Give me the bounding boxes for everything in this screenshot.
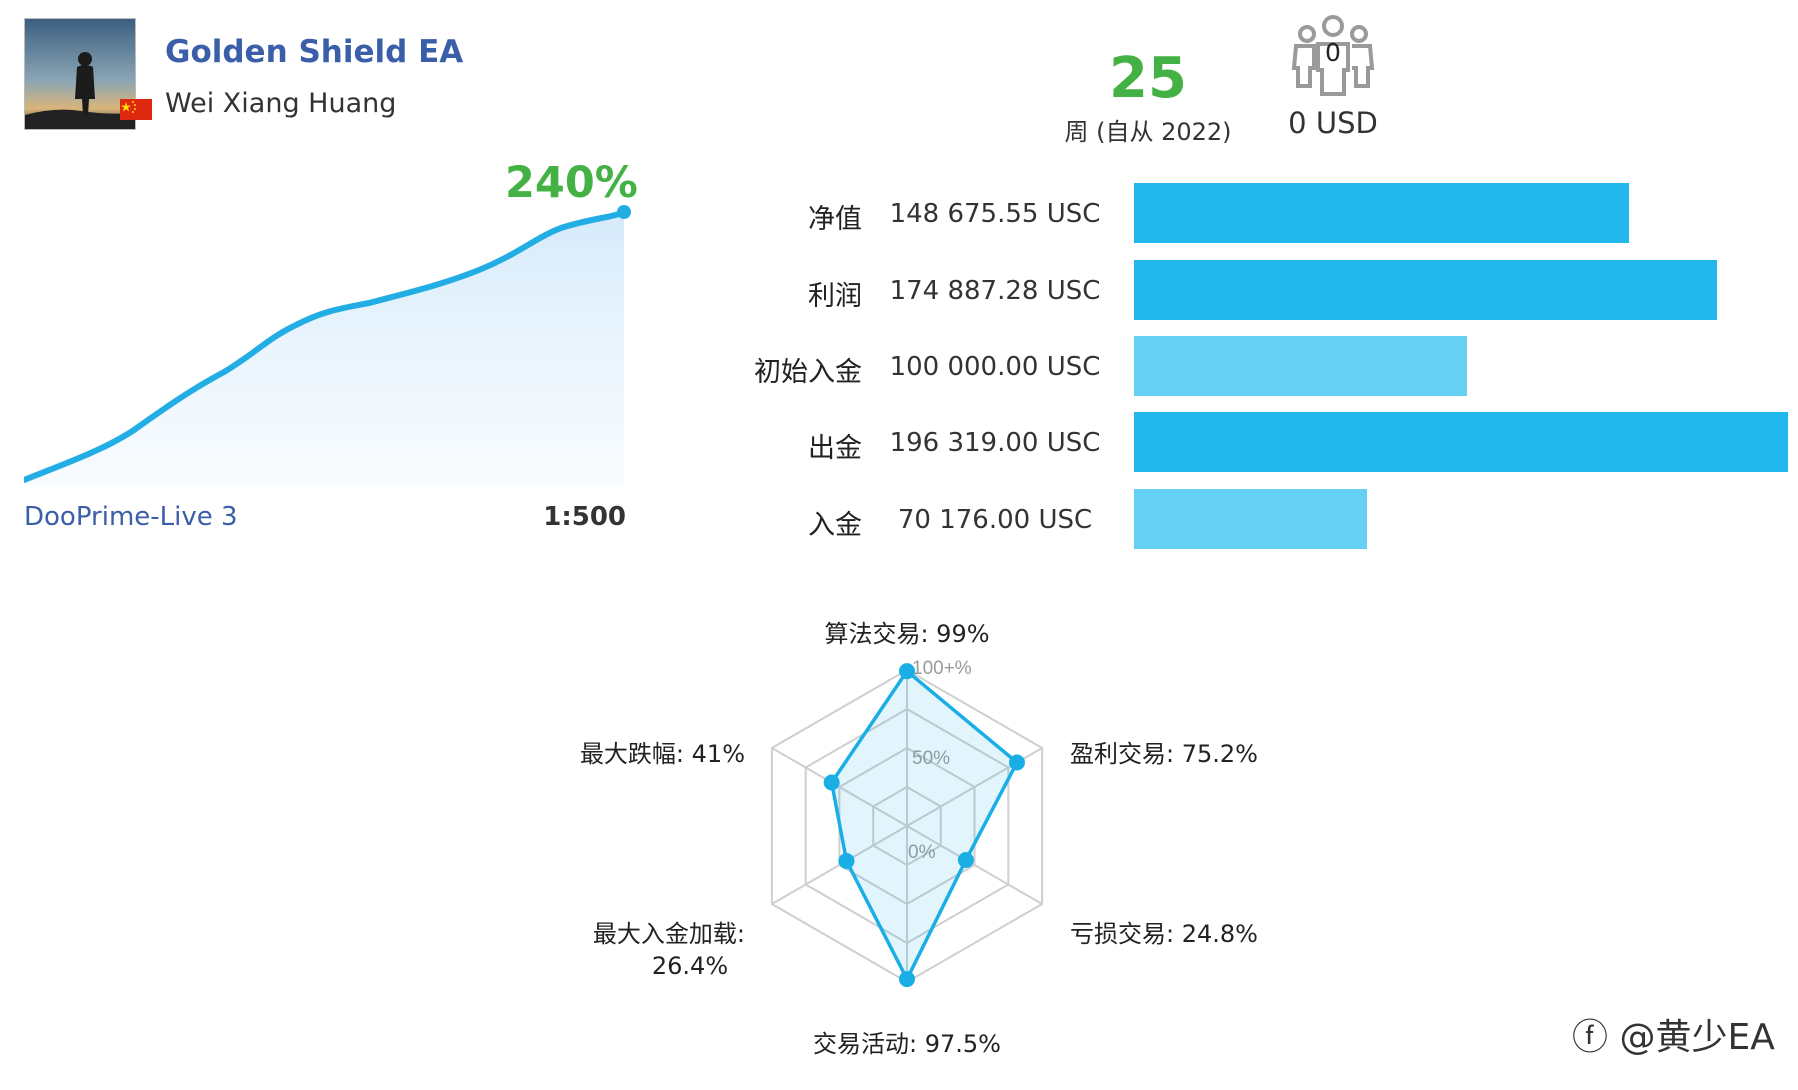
- radar-point[interactable]: [957, 852, 974, 869]
- radar-spoke: [771, 825, 908, 905]
- radar-axis-label: 亏损交易: 24.8%: [1070, 920, 1258, 948]
- radar-point[interactable]: [899, 971, 915, 988]
- avatar[interactable]: [24, 18, 136, 130]
- author-name[interactable]: Wei Xiang Huang: [165, 88, 397, 119]
- stat-label: 净值: [808, 204, 862, 235]
- leverage-value: 1:500: [543, 502, 626, 532]
- stat-bar[interactable]: [1134, 412, 1788, 472]
- stat-row-initial-deposit: 初始入金 100 000.00 USC: [700, 336, 1798, 396]
- subscribers-count: 0: [1325, 38, 1341, 67]
- stat-row-deposits: 入金 70 176.00 USC: [700, 489, 1798, 549]
- radar-chart[interactable]: 100+% 50% 0% 算法交易: 99% 盈利交易: 75.2% 亏损交易:…: [560, 612, 1260, 1090]
- radar-grid-label: 0%: [908, 842, 936, 863]
- growth-area: [24, 212, 624, 485]
- stat-row-withdrawals: 出金 196 319.00 USC: [700, 412, 1798, 472]
- radar-point[interactable]: [823, 774, 840, 791]
- growth-line: [24, 209, 627, 483]
- server-link[interactable]: DooPrime-Live 3: [24, 502, 238, 532]
- signal-title-link[interactable]: Golden Shield EA: [165, 34, 464, 70]
- stat-label: 出金: [808, 433, 862, 464]
- stat-value: 70 176.00 USC: [897, 505, 1093, 535]
- radar-axis-label: 盈利交易: 75.2%: [1070, 740, 1258, 768]
- stat-value: 174 887.28 USC: [889, 276, 1101, 306]
- stat-row-equity: 净值 148 675.55 USC: [700, 183, 1798, 243]
- zhihu-icon: ⓕ: [1572, 1017, 1609, 1058]
- stat-label: 利润: [808, 281, 862, 312]
- radar-grid: [770, 668, 1044, 984]
- weeks-count: 25: [1109, 46, 1187, 111]
- radar-axis-label: 交易活动: 97.5%: [813, 1030, 1001, 1058]
- radar-axis-label: 最大跌幅: 41%: [580, 740, 745, 768]
- stat-bar[interactable]: [1134, 260, 1717, 320]
- stat-bar[interactable]: [1134, 489, 1368, 549]
- stat-bar[interactable]: [1134, 336, 1467, 396]
- subscribers-icon: [1290, 14, 1376, 96]
- growth-chart[interactable]: [24, 160, 634, 490]
- stat-label: 初始入金: [754, 357, 862, 388]
- radar-axis-label: 最大入金加载:: [593, 920, 745, 948]
- radar-point[interactable]: [838, 852, 855, 869]
- stat-value: 196 319.00 USC: [889, 428, 1101, 458]
- radar-axis-label: 26.4%: [652, 952, 728, 980]
- radar-grid-label: 50%: [912, 748, 950, 769]
- growth-endpoint[interactable]: [617, 205, 631, 219]
- stat-value: 148 675.55 USC: [889, 199, 1101, 229]
- stat-value: 100 000.00 USC: [889, 352, 1101, 382]
- subscription-price: 0 USD: [1288, 106, 1378, 140]
- radar-spoke: [906, 825, 1043, 905]
- weeks-label: 周 (自从 2022): [1064, 118, 1232, 146]
- stat-bar[interactable]: [1134, 183, 1630, 243]
- radar-axis-label: 算法交易: 99%: [824, 620, 989, 648]
- radar-point[interactable]: [1008, 754, 1025, 771]
- stat-label: 入金: [808, 510, 862, 541]
- watermark-text: @黄少EA: [1619, 1017, 1775, 1058]
- china-flag-icon: [120, 99, 152, 120]
- radar-grid-label: 100+%: [912, 658, 972, 679]
- watermark: ⓕ @黄少EA: [1572, 1008, 1775, 1060]
- growth-value: 240%: [505, 158, 638, 208]
- radar-point[interactable]: [899, 663, 915, 680]
- radar-spoke: [771, 747, 908, 827]
- stat-row-profit: 利润 174 887.28 USC: [700, 260, 1798, 320]
